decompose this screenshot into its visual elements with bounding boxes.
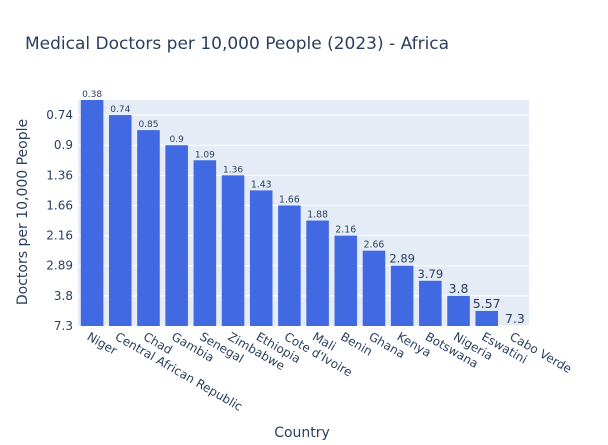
chart-title: Medical Doctors per 10,000 People (2023)… bbox=[25, 34, 449, 54]
y-tick-label: 1.66 bbox=[46, 198, 73, 212]
y-tick-label: 0.9 bbox=[54, 138, 73, 152]
bar bbox=[165, 145, 188, 326]
bar bbox=[278, 205, 301, 326]
bar bbox=[419, 280, 442, 326]
x-axis-title: Country bbox=[274, 425, 330, 441]
data-label: 1.66 bbox=[279, 194, 300, 205]
data-label: 0.38 bbox=[82, 90, 102, 100]
y-tick-label: 0.74 bbox=[46, 108, 73, 122]
data-label: 0.9 bbox=[169, 135, 184, 145]
data-label: 3.79 bbox=[418, 267, 444, 281]
bar bbox=[249, 190, 273, 326]
data-label: 2.89 bbox=[389, 252, 415, 266]
data-label: 1.88 bbox=[307, 210, 328, 221]
data-label: 2.66 bbox=[364, 240, 385, 251]
bar bbox=[80, 100, 104, 326]
y-axis-title: Doctors per 10,000 People bbox=[15, 119, 31, 305]
y-tick-label: 2.16 bbox=[46, 229, 73, 243]
bar bbox=[447, 295, 470, 326]
bar bbox=[334, 235, 358, 326]
data-label: 1.36 bbox=[223, 165, 243, 175]
data-label: 1.43 bbox=[251, 179, 272, 190]
y-axis-ticks: 0.74 0.9 1.36 1.66 2.16 2.89 3.8 7.3 bbox=[46, 108, 73, 333]
y-tick-label: 3.8 bbox=[54, 289, 73, 303]
bars bbox=[80, 100, 498, 326]
bar bbox=[362, 250, 386, 326]
data-label: 0.85 bbox=[138, 120, 158, 130]
bar bbox=[137, 130, 160, 326]
y-tick-label: 1.36 bbox=[46, 168, 73, 182]
bar bbox=[221, 175, 245, 326]
data-label: 0.74 bbox=[110, 105, 130, 115]
y-tick-label: 2.89 bbox=[46, 259, 73, 273]
bar bbox=[306, 220, 329, 326]
data-label: 7.3 bbox=[505, 311, 525, 326]
bar bbox=[475, 310, 498, 326]
data-labels: 0.38 0.74 0.85 0.9 1.09 1.36 1.43 1.66 1.88 2.16 2… bbox=[82, 90, 525, 326]
data-label: 2.16 bbox=[335, 225, 356, 236]
data-label: 3.8 bbox=[449, 281, 469, 296]
bar bbox=[390, 265, 414, 326]
y-tick-label: 7.3 bbox=[54, 319, 73, 333]
bar bbox=[193, 160, 217, 326]
bar bbox=[109, 115, 132, 326]
data-label: 1.09 bbox=[195, 150, 215, 160]
data-label: 5.57 bbox=[473, 296, 501, 311]
